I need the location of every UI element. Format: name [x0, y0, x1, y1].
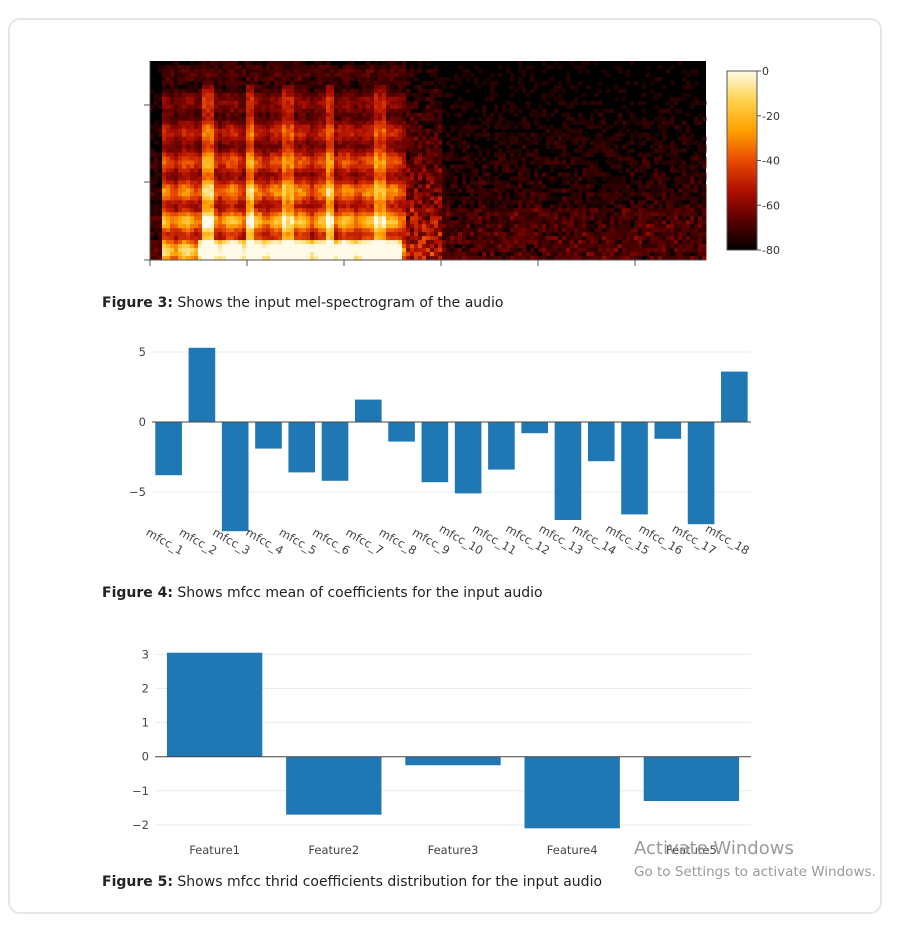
mfcc-third-coefficient-bar-chart: 3 2 1 0 −1 −2 Feature1 Feature2 Feature3 Feature4… — [132, 647, 751, 857]
bar-Feature1 — [166, 652, 263, 757]
y-tick-label: 2 — [142, 682, 149, 696]
y-tick-label: 5 — [139, 345, 146, 359]
figure-4-text: Shows mfcc mean of coefficients for the … — [172, 585, 543, 601]
bar-mfcc_14 — [587, 422, 615, 462]
spectrogram-heatmap — [150, 61, 707, 261]
x-tick-label: Feature3 — [428, 843, 479, 857]
y-tick-label: 1 — [142, 716, 149, 730]
figure-4-caption: Figure 4: Shows mfcc mean of coefficient… — [102, 585, 543, 601]
x-tick-label: Feature2 — [308, 843, 359, 857]
figure-3-text: Shows the input mel-spectrogram of the a… — [172, 295, 504, 311]
y-tick-label: 0 — [142, 750, 149, 764]
colorbar-tick-label: -20 — [762, 110, 780, 123]
colorbar-tick-label: -60 — [762, 199, 780, 212]
figure-5-label: Figure 5: — [102, 874, 173, 890]
colorbar-ticks: 0 -20 -40 -60 -80 — [757, 65, 780, 257]
bar-Feature4 — [524, 756, 620, 829]
figure-5-caption: Figure 5: Shows mfcc thrid coefficients … — [102, 874, 602, 890]
bar-Feature5 — [643, 756, 740, 802]
mfcc-mean-bar-chart: 50−5mfcc_1mfcc_2mfcc_3mfcc_4mfcc_5mfcc_6… — [129, 345, 752, 558]
bar-mfcc_10 — [454, 422, 482, 494]
figure-5-text: Shows mfcc thrid coefficients distributi… — [172, 874, 603, 890]
bar-mfcc_12 — [521, 422, 548, 434]
figure-3-label: Figure 3: — [102, 295, 173, 311]
y-tick-label: −1 — [132, 784, 149, 798]
mel-spectrogram-chart: 0 -20 -40 -60 -80 — [144, 61, 780, 266]
bar-mfcc_17 — [687, 422, 715, 525]
colorbar-tick-label: 0 — [762, 65, 769, 78]
bar-mfcc_8 — [388, 422, 415, 442]
figure-3-caption: Figure 3: Shows the input mel-spectrogra… — [102, 295, 504, 311]
x-tick-label: Feature5 — [666, 843, 717, 857]
bar-mfcc_11 — [488, 422, 515, 470]
x-tick-label: Feature4 — [547, 843, 598, 857]
colorbar-tick-label: -80 — [762, 244, 780, 257]
bar-mfcc_7 — [354, 399, 382, 422]
bar-mfcc_6 — [321, 422, 349, 481]
activate-windows-watermark: Activate Windows Go to Settings to activ… — [634, 838, 876, 882]
y-tick-label: 0 — [139, 415, 146, 429]
colorbar — [726, 70, 758, 251]
bar-mfcc_13 — [554, 422, 582, 520]
x-tick-label: Feature1 — [189, 843, 240, 857]
y-tick-label: −2 — [132, 818, 149, 832]
figure-4-label: Figure 4: — [102, 585, 173, 601]
colorbar-tick-label: -40 — [762, 155, 780, 168]
bar-mfcc_4 — [255, 422, 282, 449]
bar-Feature3 — [405, 756, 501, 766]
bar-mfcc_5 — [288, 422, 316, 473]
bar-mfcc_16 — [654, 422, 682, 439]
y-tick-label: 3 — [142, 647, 149, 661]
bar-Feature2 — [286, 756, 382, 815]
watermark-title: Activate Windows — [634, 838, 794, 859]
bar-mfcc_15 — [621, 422, 648, 515]
watermark-subtitle: Go to Settings to activate Windows. — [634, 864, 876, 880]
bar-mfcc_1 — [155, 422, 182, 476]
bar-mfcc_9 — [421, 422, 449, 483]
bar-mfcc_18 — [721, 371, 748, 422]
bar-mfcc_3 — [221, 422, 249, 532]
y-tick-label: −5 — [129, 485, 146, 499]
bar-mfcc_2 — [188, 347, 216, 422]
spectrogram-axes — [144, 61, 706, 266]
